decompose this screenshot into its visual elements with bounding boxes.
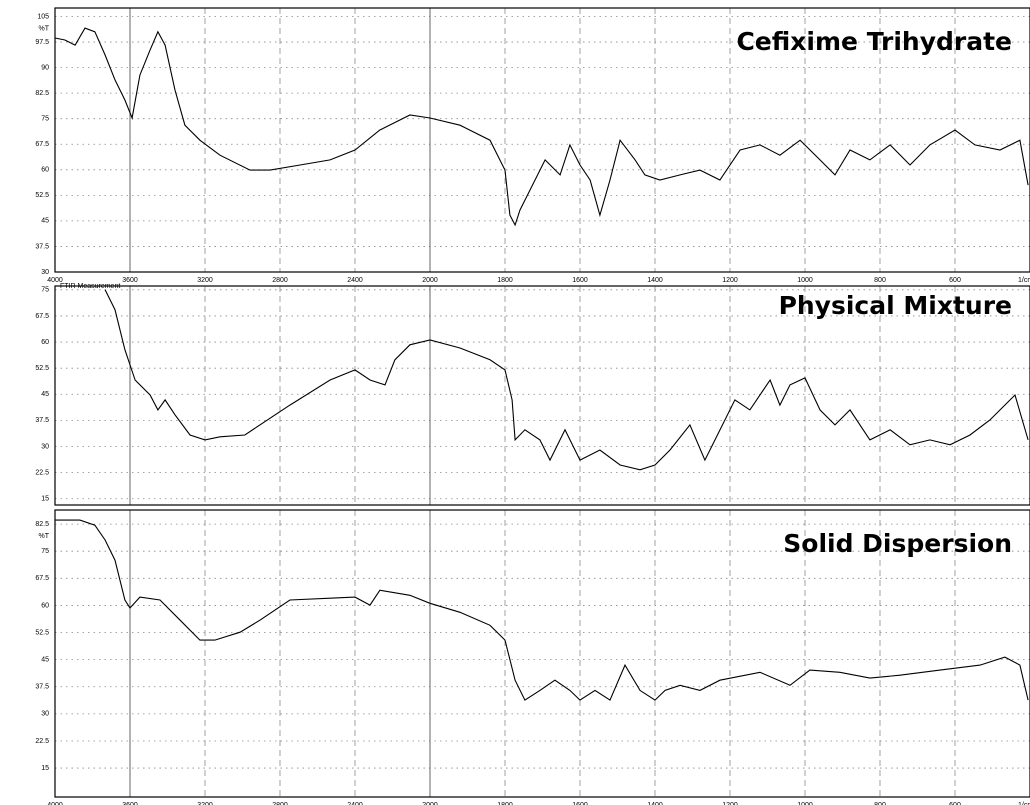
- y-tick-label: 52.5: [35, 192, 49, 199]
- y-tick-label: 30: [41, 711, 49, 718]
- panel-title: Solid Dispersion: [783, 529, 1012, 558]
- y-axis-label: %T: [39, 25, 50, 32]
- y-tick-label: 22.5: [35, 469, 49, 476]
- x-tick-label: 2800: [272, 277, 288, 284]
- y-tick-label: 67.5: [35, 575, 49, 582]
- spectrum-line: [54, 27, 1029, 227]
- x-tick-label: 600: [949, 277, 961, 284]
- y-tick-label: 30: [41, 443, 49, 450]
- x-tick-label: 1200: [722, 802, 738, 805]
- x-tick-label: 1000: [797, 802, 813, 805]
- y-tick-label: 75: [41, 287, 49, 294]
- y-tick-label: 37.5: [35, 243, 49, 250]
- y-tick-label: 60: [41, 339, 49, 346]
- x-tick-label: 1800: [497, 802, 513, 805]
- panel-title: Physical Mixture: [779, 291, 1012, 320]
- spectrum-line: [104, 289, 1029, 471]
- x-tick-label: 1600: [572, 277, 588, 284]
- y-tick-label: 15: [41, 496, 49, 503]
- x-tick-label: 1800: [497, 277, 513, 284]
- x-tick-label: 2000: [422, 802, 438, 805]
- y-tick-label: 30: [41, 269, 49, 276]
- y-tick-label: 97.5: [35, 39, 49, 46]
- y-tick-label: 82.5: [35, 521, 49, 528]
- x-tick-label: 1400: [647, 277, 663, 284]
- y-tick-label: 45: [41, 656, 49, 663]
- y-tick-label: 105: [37, 13, 49, 20]
- y-tick-label: 60: [41, 602, 49, 609]
- x-tick-label: 2400: [347, 277, 363, 284]
- x-tick-label: 2800: [272, 802, 288, 805]
- x-tick-label: 2000: [422, 277, 438, 284]
- x-tick-label: 4000: [47, 802, 63, 805]
- x-tick-label: 3600: [122, 802, 138, 805]
- x-tick-label: 3200: [197, 277, 213, 284]
- y-tick-label: 60: [41, 167, 49, 174]
- x-tick-label: 3600: [122, 277, 138, 284]
- y-tick-label: 37.5: [35, 684, 49, 691]
- x-tick-label: 2400: [347, 802, 363, 805]
- y-tick-label: 52.5: [35, 629, 49, 636]
- spectrum-line: [55, 519, 1029, 701]
- y-tick-label: 37.5: [35, 417, 49, 424]
- x-tick-label: 3200: [197, 802, 213, 805]
- x-tick-label: 600: [949, 802, 961, 805]
- y-tick-label: 52.5: [35, 365, 49, 372]
- y-tick-label: 67.5: [35, 141, 49, 148]
- y-tick-label: 82.5: [35, 90, 49, 97]
- x-tick-label: 800: [874, 277, 886, 284]
- x-tick-label: 1200: [722, 277, 738, 284]
- y-tick-label: 75: [41, 116, 49, 123]
- plot-frame: [54, 509, 1030, 798]
- x-tick-label: 800: [874, 802, 886, 805]
- x-tick-label: 1600: [572, 802, 588, 805]
- y-tick-label: 75: [41, 548, 49, 555]
- y-tick-label: 15: [41, 765, 49, 772]
- y-tick-label: 45: [41, 218, 49, 225]
- x-tick-label: 4000: [47, 277, 63, 284]
- y-tick-label: 67.5: [35, 313, 49, 320]
- y-tick-label: 22.5: [35, 738, 49, 745]
- panel-title: Cefixime Trihydrate: [736, 27, 1012, 56]
- x-axis-unit: 1/cm: [1018, 802, 1030, 805]
- plot-frame: [54, 7, 1030, 273]
- x-tick-label: 1400: [647, 802, 663, 805]
- x-tick-label: 1000: [797, 277, 813, 284]
- y-tick-label: 90: [41, 64, 49, 71]
- x-axis-unit: 1/cm: [1018, 277, 1030, 284]
- plot-frame: [54, 285, 1030, 506]
- y-axis-label: %T: [39, 533, 50, 540]
- y-tick-label: 45: [41, 391, 49, 398]
